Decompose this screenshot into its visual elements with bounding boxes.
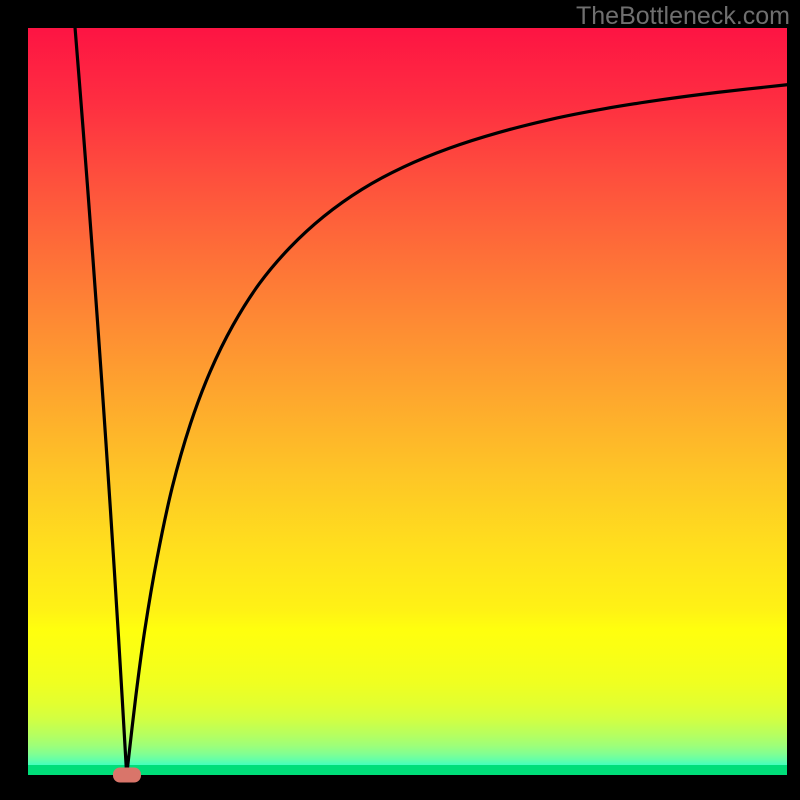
plot-gradient-background (28, 28, 787, 775)
optimum-marker (113, 768, 141, 783)
bottom-band (28, 765, 787, 775)
watermark-text: TheBottleneck.com (576, 2, 790, 31)
chart-stage: TheBottleneck.com (0, 0, 800, 800)
